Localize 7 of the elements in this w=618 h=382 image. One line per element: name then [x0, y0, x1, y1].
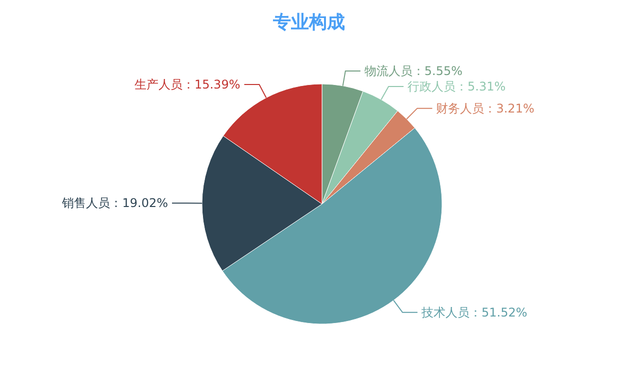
slice-label: 生产人员：15.39%: [134, 77, 240, 92]
slice-label: 物流人员：5.55%: [364, 64, 463, 78]
chart-title: 专业构成: [272, 11, 346, 34]
slice-label: 销售人员：19.02%: [61, 196, 168, 210]
slice-label: 行政人员：5.31%: [408, 80, 506, 94]
slice-label: 技术人员：51.52%: [420, 305, 528, 320]
slice-label: 财务人员：3.21%: [436, 101, 534, 116]
